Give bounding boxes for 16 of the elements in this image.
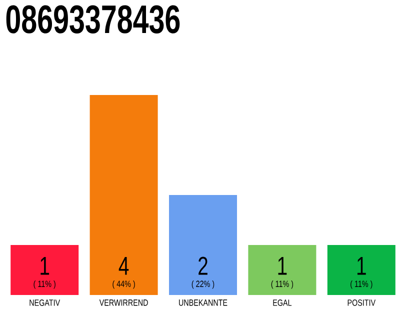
- data-label: 2: [198, 256, 208, 275]
- data-label: 1: [40, 256, 50, 275]
- annotation: ( 11% ): [350, 280, 372, 289]
- chart-title: 08693378436: [6, 5, 180, 34]
- x-tick-label: NEGATIV: [30, 300, 60, 306]
- x-tick-label: VERWIRREND: [99, 300, 148, 306]
- x-tick-label: POSITIV: [348, 300, 376, 306]
- x-tick-label: EGAL: [273, 300, 292, 306]
- data-label: 1: [357, 256, 366, 275]
- data-label: 4: [118, 256, 129, 275]
- annotation: ( 11% ): [34, 280, 56, 289]
- annotation: ( 22% ): [192, 280, 214, 289]
- x-tick-label: UNBEKANNTE: [179, 300, 228, 306]
- data-label: 1: [278, 256, 287, 275]
- annotation: ( 11% ): [271, 280, 294, 289]
- annotation: ( 44% ): [112, 280, 135, 289]
